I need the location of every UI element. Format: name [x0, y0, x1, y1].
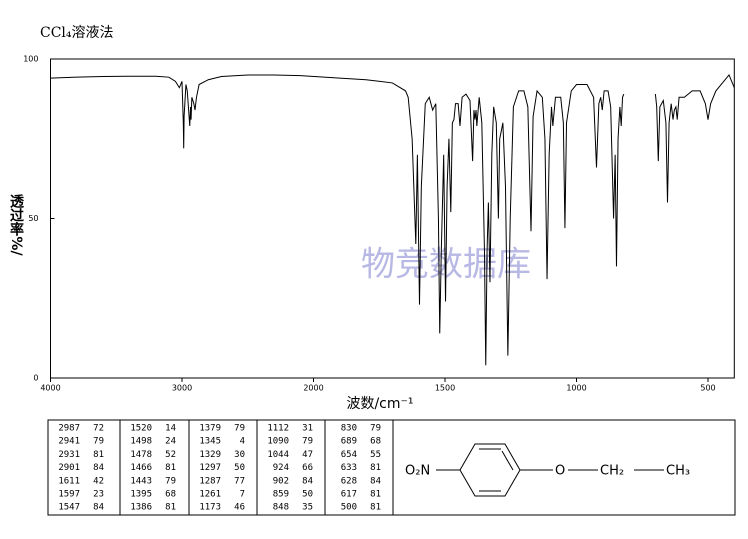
y-axis-label: 透过率%/ — [8, 194, 24, 256]
peak-wavenumber: 1395 — [130, 490, 152, 500]
plot-frame — [50, 58, 735, 379]
spectrum-line — [50, 73, 735, 366]
peak-transmittance: 24 — [165, 437, 176, 447]
peak-transmittance: 68 — [165, 490, 176, 500]
peak-wavenumber: 1498 — [130, 437, 152, 447]
peak-transmittance: 81 — [370, 503, 381, 513]
peak-transmittance: 14 — [165, 424, 176, 434]
peak-transmittance: 42 — [93, 476, 104, 486]
double-bond — [501, 450, 514, 471]
peak-transmittance: 79 — [93, 437, 104, 447]
peak-transmittance: 84 — [370, 476, 381, 486]
peak-transmittance: 66 — [302, 463, 313, 473]
peak-wavenumber: 1345 — [199, 437, 221, 447]
peak-transmittance: 84 — [93, 463, 104, 473]
peak-wavenumber: 1478 — [130, 450, 152, 460]
peak-wavenumber: 500 — [341, 503, 357, 513]
benzene-ring — [459, 443, 521, 497]
peak-wavenumber: 848 — [273, 503, 289, 513]
peak-transmittance: 50 — [302, 490, 313, 500]
structure-text: CH₃ — [666, 464, 690, 479]
peak-transmittance: 81 — [165, 503, 176, 513]
peak-wavenumber: 1173 — [199, 503, 221, 513]
structure-text: O — [555, 464, 565, 479]
peak-wavenumber: 1287 — [199, 476, 221, 486]
peak-transmittance: 84 — [93, 503, 104, 513]
peak-transmittance: 79 — [370, 424, 381, 434]
peak-wavenumber: 924 — [273, 463, 289, 473]
structure-text: O₂N — [405, 464, 430, 479]
x-tick-label: 500 — [700, 384, 715, 393]
peak-wavenumber: 2931 — [58, 450, 80, 460]
y-tick-label: 50 — [28, 214, 38, 223]
structure — [436, 443, 664, 497]
x-tick-label: 3000 — [172, 384, 192, 393]
peak-transmittance: 35 — [302, 503, 313, 513]
peak-wavenumber: 1443 — [130, 476, 152, 486]
peak-wavenumber: 1329 — [199, 450, 221, 460]
x-axis-label: 波数/cm⁻¹ — [346, 396, 413, 412]
peak-transmittance: 4 — [240, 437, 245, 447]
chart-title: CCl₄溶液法 — [40, 25, 114, 41]
x-tick-label: 4000 — [40, 384, 60, 393]
peak-wavenumber: 1297 — [199, 463, 221, 473]
peak-transmittance: 79 — [165, 476, 176, 486]
peak-wavenumber: 1379 — [199, 424, 221, 434]
x-tick-label: 2000 — [303, 384, 323, 393]
peak-transmittance: 47 — [302, 450, 313, 460]
peak-wavenumber: 628 — [341, 476, 357, 486]
peak-transmittance: 46 — [234, 503, 245, 513]
peak-wavenumber: 1466 — [130, 463, 152, 473]
structure-text: CH₂ — [600, 464, 624, 479]
peak-wavenumber: 689 — [341, 437, 357, 447]
peak-wavenumber: 1547 — [58, 503, 80, 513]
peak-wavenumber: 1611 — [58, 476, 80, 486]
peak-transmittance: 68 — [370, 437, 381, 447]
peak-wavenumber: 2901 — [58, 463, 80, 473]
peak-transmittance: 79 — [302, 437, 313, 447]
peak-transmittance: 81 — [370, 463, 381, 473]
peak-wavenumber: 2941 — [58, 437, 80, 447]
peak-wavenumber: 1090 — [267, 437, 289, 447]
peak-transmittance: 52 — [165, 450, 176, 460]
peak-wavenumber: 1044 — [267, 450, 289, 460]
peak-transmittance: 79 — [234, 424, 245, 434]
peak-transmittance: 31 — [302, 424, 313, 434]
peak-transmittance: 72 — [93, 424, 104, 434]
peak-transmittance: 30 — [234, 450, 245, 460]
peak-wavenumber: 1386 — [130, 503, 152, 513]
peak-transmittance: 50 — [234, 463, 245, 473]
peak-wavenumber: 633 — [341, 463, 357, 473]
peak-wavenumber: 654 — [341, 450, 357, 460]
peak-wavenumber: 902 — [273, 476, 289, 486]
peak-wavenumber: 1597 — [58, 490, 80, 500]
peak-transmittance: 81 — [165, 463, 176, 473]
peak-transmittance: 23 — [93, 490, 104, 500]
peak-wavenumber: 830 — [341, 424, 357, 434]
peak-wavenumber: 1520 — [130, 424, 152, 434]
peak-wavenumber: 2987 — [58, 424, 80, 434]
peak-transmittance: 81 — [93, 450, 104, 460]
table-frame — [47, 419, 736, 516]
peak-transmittance: 55 — [370, 450, 381, 460]
x-tick-label: 1000 — [566, 384, 586, 393]
peak-wavenumber: 859 — [273, 490, 289, 500]
y-tick-label: 100 — [23, 55, 38, 64]
peak-transmittance: 77 — [234, 476, 245, 486]
y-tick-label: 0 — [33, 374, 38, 383]
peak-transmittance: 81 — [370, 490, 381, 500]
peak-transmittance: 7 — [240, 490, 245, 500]
x-tick-label: 1500 — [435, 384, 455, 393]
peak-wavenumber: 1112 — [267, 424, 289, 434]
peak-wavenumber: 1261 — [199, 490, 221, 500]
peak-transmittance: 84 — [302, 476, 313, 486]
peak-wavenumber: 617 — [341, 490, 357, 500]
